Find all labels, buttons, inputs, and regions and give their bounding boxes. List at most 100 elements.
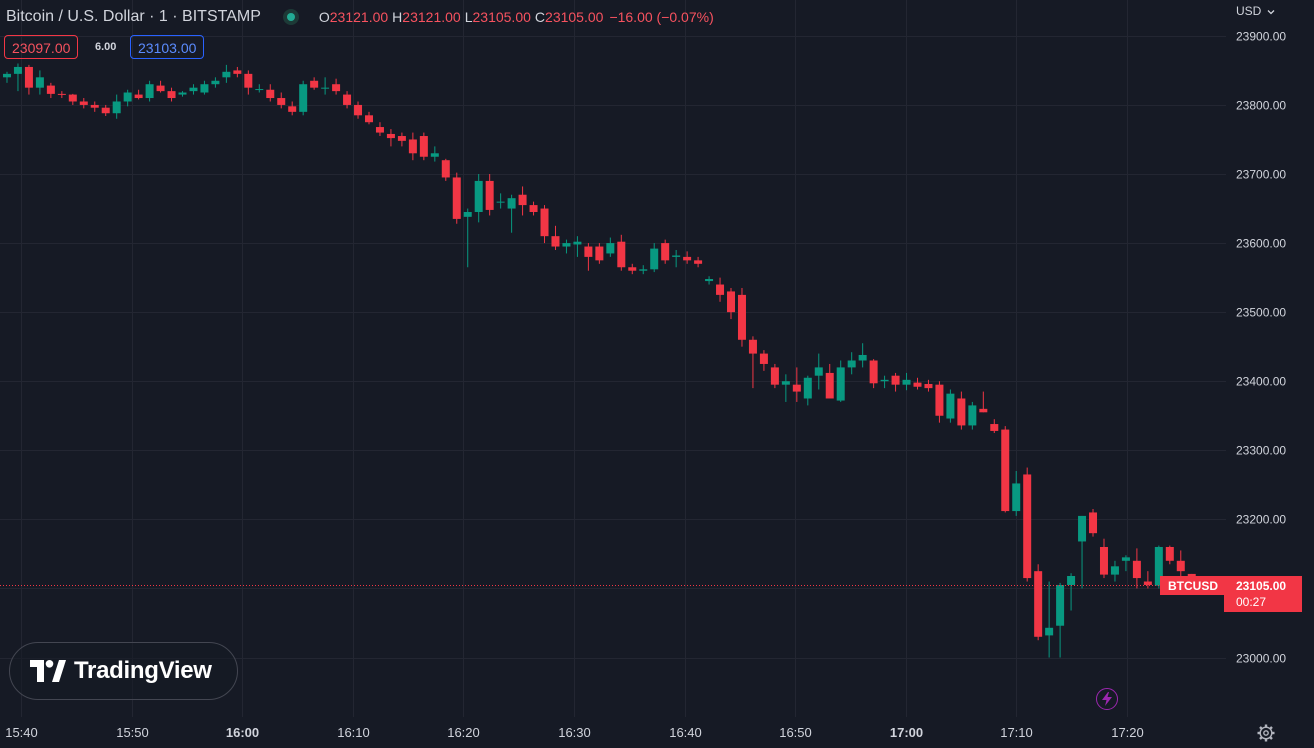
candle[interactable] — [375, 122, 384, 137]
candle[interactable] — [90, 101, 99, 112]
candle[interactable] — [968, 401, 977, 430]
candle[interactable] — [902, 372, 911, 391]
candle[interactable] — [979, 391, 988, 413]
candle[interactable] — [255, 84, 264, 93]
candle[interactable] — [1110, 560, 1119, 582]
candle[interactable] — [13, 63, 22, 92]
candle[interactable] — [617, 234, 626, 271]
candle[interactable] — [57, 91, 66, 99]
candle[interactable] — [847, 352, 856, 375]
buy-button[interactable]: 23103.00 — [130, 34, 205, 60]
candle[interactable] — [145, 80, 154, 102]
candle[interactable] — [112, 94, 121, 119]
candle[interactable] — [705, 276, 714, 285]
tradingview-logo[interactable]: TradingView — [9, 642, 238, 700]
candle[interactable] — [134, 89, 143, 100]
candle[interactable] — [386, 129, 395, 147]
price-axis[interactable]: 23900.00 23800.00 23700.00 23600.00 23500.00… — [1236, 30, 1286, 666]
candle[interactable] — [529, 201, 538, 216]
candle[interactable] — [2, 71, 11, 83]
buy-price[interactable]: 23103.00 — [130, 35, 205, 59]
candle[interactable] — [1132, 548, 1141, 589]
candle[interactable] — [990, 419, 999, 434]
candle[interactable] — [1056, 582, 1065, 658]
candle[interactable] — [474, 174, 483, 223]
candle[interactable] — [770, 363, 779, 389]
candle[interactable] — [430, 146, 439, 162]
candle[interactable] — [869, 359, 878, 389]
candle[interactable] — [836, 360, 845, 402]
candle[interactable] — [343, 91, 352, 109]
candle[interactable] — [639, 265, 648, 275]
candle[interactable] — [332, 78, 341, 95]
candle[interactable] — [189, 84, 198, 95]
candle[interactable] — [683, 251, 692, 264]
candle[interactable] — [1099, 538, 1108, 579]
lightning-icon[interactable] — [1096, 688, 1118, 710]
candle[interactable] — [913, 377, 922, 390]
candle[interactable] — [46, 82, 55, 99]
candle[interactable] — [156, 80, 165, 93]
candle[interactable] — [485, 174, 494, 216]
candle[interactable] — [716, 277, 725, 302]
candle[interactable] — [946, 389, 955, 423]
candle[interactable] — [814, 353, 823, 390]
candle[interactable] — [364, 111, 373, 125]
candle[interactable] — [419, 132, 428, 161]
chevron-down-icon[interactable] — [1267, 9, 1275, 15]
candle[interactable] — [803, 375, 812, 406]
currency-label[interactable]: USD — [1236, 4, 1262, 18]
candle[interactable] — [1121, 555, 1130, 572]
candle[interactable] — [79, 98, 88, 109]
candle[interactable] — [661, 239, 670, 264]
candle[interactable] — [441, 158, 450, 181]
candle[interactable] — [277, 92, 286, 109]
candle[interactable] — [507, 194, 516, 233]
candle[interactable] — [781, 374, 790, 402]
candle[interactable] — [1078, 515, 1087, 589]
candle[interactable] — [1045, 581, 1054, 658]
candle[interactable] — [408, 132, 417, 161]
candle[interactable] — [880, 375, 889, 389]
candle[interactable] — [123, 89, 132, 107]
candle[interactable] — [672, 249, 681, 268]
candle[interactable] — [496, 193, 505, 209]
candle[interactable] — [24, 64, 33, 95]
candle-series[interactable] — [2, 63, 1196, 658]
candle[interactable] — [858, 343, 867, 368]
candle[interactable] — [1034, 564, 1043, 641]
time-axis[interactable]: 15:40 15:50 16:00 16:10 16:20 16:30 16:40 16:50… — [5, 725, 1144, 740]
symbol-title[interactable]: Bitcoin / U.S. Dollar · 1 · BITSTAMP — [6, 8, 261, 25]
candle[interactable] — [167, 87, 176, 102]
candle[interactable] — [397, 132, 406, 147]
candle[interactable] — [310, 77, 319, 90]
candle[interactable] — [650, 243, 659, 273]
candle[interactable] — [200, 80, 209, 95]
candle[interactable] — [452, 172, 461, 224]
candle[interactable] — [244, 70, 253, 95]
candle[interactable] — [354, 101, 363, 119]
candle[interactable] — [737, 287, 746, 347]
candle[interactable] — [759, 350, 768, 371]
candle[interactable] — [178, 91, 187, 97]
candle[interactable] — [792, 367, 801, 402]
candle[interactable] — [299, 80, 308, 116]
candle[interactable] — [891, 372, 900, 392]
candle[interactable] — [727, 287, 736, 320]
candle[interactable] — [628, 263, 637, 275]
currency-selector[interactable]: USD — [1236, 4, 1275, 18]
candle[interactable] — [573, 236, 582, 257]
candle[interactable] — [321, 77, 330, 95]
candle[interactable] — [595, 243, 604, 264]
candle[interactable] — [584, 243, 593, 271]
candle[interactable] — [825, 363, 834, 399]
candle[interactable] — [35, 70, 44, 95]
symbol-legend[interactable]: Bitcoin / U.S. Dollar · 1 · BITSTAMP O 23… — [6, 6, 714, 28]
candle[interactable] — [101, 104, 110, 116]
candle[interactable] — [222, 64, 231, 83]
candle[interactable] — [68, 93, 77, 105]
candle[interactable] — [1023, 467, 1032, 582]
candle[interactable] — [1001, 426, 1010, 513]
candle[interactable] — [924, 379, 933, 392]
